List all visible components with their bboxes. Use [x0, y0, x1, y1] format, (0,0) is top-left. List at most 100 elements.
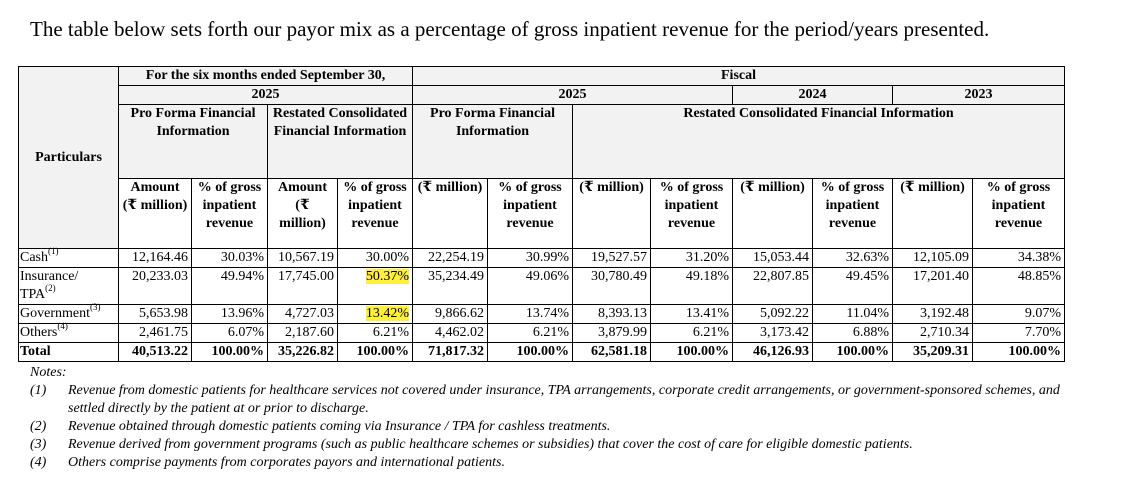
note-text: Others comprise payments from corporates…: [68, 455, 505, 470]
cell: 15,053.44: [732, 248, 813, 268]
col-pct-gross: % of gross inpatient revenue: [812, 178, 893, 249]
cell: 31.20%: [650, 248, 733, 268]
cell: 6.07%: [191, 323, 268, 343]
note-number: (3): [30, 437, 47, 452]
cell: 49.45%: [812, 267, 893, 305]
note-item: (2) Revenue obtained through domestic pa…: [30, 418, 1090, 436]
cell: 34.38%: [972, 248, 1065, 268]
pro-forma-header-six-months: Pro Forma Financial Information: [118, 104, 268, 179]
cell: 20,233.03: [118, 267, 192, 305]
col-amount-million: Amount (₹ million): [267, 178, 338, 249]
cell: 9,866.62: [412, 304, 488, 324]
note-text: Revenue obtained through domestic patien…: [68, 419, 611, 434]
payor-mix-table: Particulars For the six months ended Sep…: [18, 66, 1065, 362]
cell: 6.21%: [487, 323, 573, 343]
cell: 13.41%: [650, 304, 733, 324]
table-row: Government(3) 5,653.98 13.96% 4,727.03 1…: [18, 303, 1065, 324]
cell: 30.99%: [487, 248, 573, 268]
note-item: (3) Revenue derived from government prog…: [30, 436, 1090, 454]
year-2025-fiscal: 2025: [412, 85, 733, 105]
cell: 30.00%: [337, 248, 413, 268]
cell: 100.00%: [812, 342, 893, 362]
cell: 17,745.00: [267, 267, 338, 305]
cell: 100.00%: [650, 342, 733, 362]
cell: 11.04%: [812, 304, 893, 324]
particulars-header: Particulars: [18, 66, 119, 249]
restated-header-six-months: Restated Consolidated Financial Informat…: [267, 104, 413, 179]
cell: 100.00%: [337, 342, 413, 362]
fiscal-header: Fiscal: [412, 66, 1065, 86]
col-million: (₹ million): [412, 178, 488, 249]
cell: 4,727.03: [267, 304, 338, 324]
highlight-mark: 13.42%: [365, 306, 409, 321]
cell: 100.00%: [487, 342, 573, 362]
cell: 5,092.22: [732, 304, 813, 324]
cell: 35,226.82: [267, 342, 338, 362]
cell: 4,462.02: [412, 323, 488, 343]
cell: 6.21%: [650, 323, 733, 343]
col-pct-gross: % of gross inpatient revenue: [650, 178, 733, 249]
year-2024: 2024: [732, 85, 893, 105]
highlight-mark: 50.37%: [365, 269, 409, 284]
cell: 32.63%: [812, 248, 893, 268]
cell: 100.00%: [972, 342, 1065, 362]
col-million: (₹ million): [732, 178, 813, 249]
cell: 100.00%: [191, 342, 268, 362]
year-2023: 2023: [892, 85, 1065, 105]
cell: 71,817.32: [412, 342, 488, 362]
cell: 30.03%: [191, 248, 268, 268]
col-pct-gross: % of gross inpatient revenue: [191, 178, 268, 249]
col-million: (₹ million): [572, 178, 651, 249]
notes-section: Notes: (1) Revenue from domestic patient…: [30, 364, 1090, 472]
cell: 35,209.31: [892, 342, 973, 362]
cell: 49.18%: [650, 267, 733, 305]
col-pct-gross: % of gross inpatient revenue: [972, 178, 1065, 249]
cell: 17,201.40: [892, 267, 973, 305]
six-months-header: For the six months ended September 30,: [118, 66, 413, 86]
cell: 13.74%: [487, 304, 573, 324]
cell: 35,234.49: [412, 267, 488, 305]
cell: 46,126.93: [732, 342, 813, 362]
cell: 30,780.49: [572, 267, 651, 305]
cell: 48.85%: [972, 267, 1065, 305]
cell: 40,513.22: [118, 342, 192, 362]
note-item: (1) Revenue from domestic patients for h…: [30, 382, 1090, 418]
note-number: (4): [30, 455, 47, 470]
note-text: Revenue from domestic patients for healt…: [68, 383, 1060, 416]
cell: 5,653.98: [118, 304, 192, 324]
cell: 2,461.75: [118, 323, 192, 343]
note-number: (2): [30, 419, 47, 434]
cell: 2,187.60: [267, 323, 338, 343]
cell: 12,164.46: [118, 248, 192, 268]
intro-text: The table below sets forth our payor mix…: [30, 17, 990, 41]
cell-highlighted: 13.42%: [337, 304, 413, 324]
cell: 19,527.57: [572, 248, 651, 268]
col-pct-gross: % of gross inpatient revenue: [487, 178, 573, 249]
cell: 9.07%: [972, 304, 1065, 324]
row-label-others: Others(4): [18, 322, 119, 343]
cell: 49.94%: [191, 267, 268, 305]
cell: 8,393.13: [572, 304, 651, 324]
cell: 3,192.48: [892, 304, 973, 324]
table-row: Others(4) 2,461.75 6.07% 2,187.60 6.21% …: [18, 322, 1065, 343]
row-label-cash: Cash(1): [18, 247, 119, 268]
total-row: Total 40,513.22 100.00% 35,226.82 100.00…: [18, 342, 1065, 362]
cell: 22,254.19: [412, 248, 488, 268]
note-text: Revenue derived from government programs…: [68, 437, 913, 452]
cell: 3,879.99: [572, 323, 651, 343]
cell: 6.88%: [812, 323, 893, 343]
cell: 22,807.85: [732, 267, 813, 305]
cell: 3,173.42: [732, 323, 813, 343]
cell: 13.96%: [191, 304, 268, 324]
note-number: (1): [30, 383, 47, 398]
cell: 12,105.09: [892, 248, 973, 268]
year-2025-six-months: 2025: [118, 85, 413, 105]
cell: 7.70%: [972, 323, 1065, 343]
cell: 49.06%: [487, 267, 573, 305]
notes-title: Notes:: [30, 365, 67, 380]
col-pct-gross: % of gross inpatient revenue: [337, 178, 413, 249]
cell-highlighted: 50.37%: [337, 267, 413, 305]
table-row: Insurance/ TPA(2) 20,233.03 49.94% 17,74…: [18, 267, 1065, 305]
cell: 6.21%: [337, 323, 413, 343]
note-item: (4) Others comprise payments from corpor…: [30, 454, 1090, 472]
